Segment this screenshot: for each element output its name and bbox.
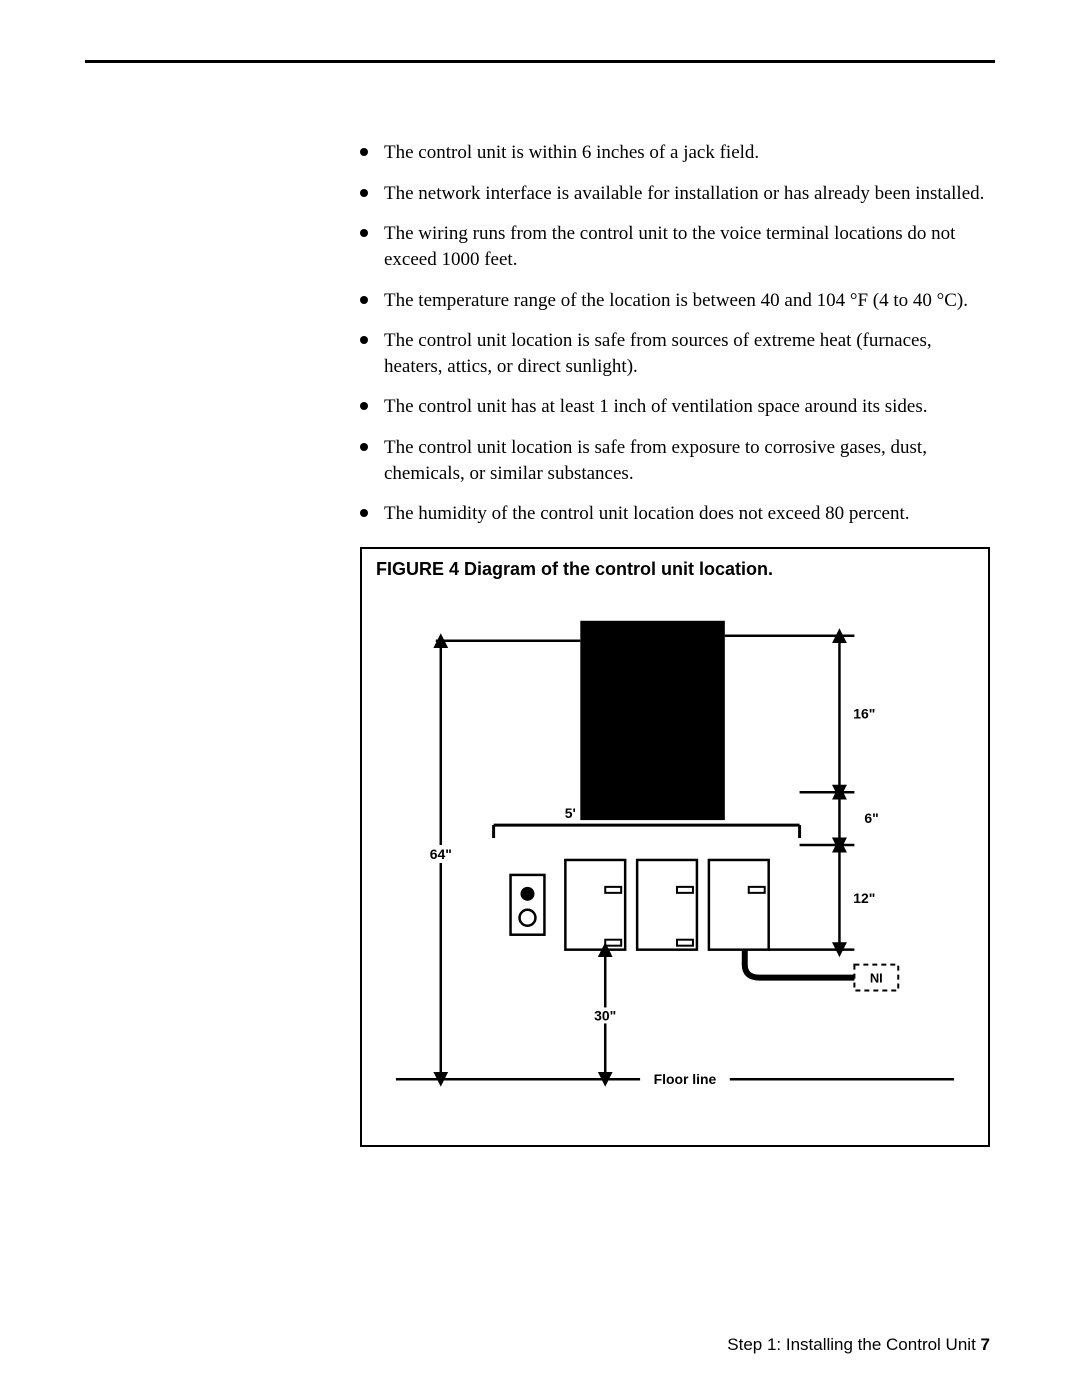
dim-12: 12" — [853, 890, 875, 906]
list-item: The wiring runs from the control unit to… — [360, 221, 990, 272]
main-content: The control unit is within 6 inches of a… — [360, 140, 990, 1147]
requirements-list: The control unit is within 6 inches of a… — [360, 140, 990, 527]
page-footer: Step 1: Installing the Control Unit 7 — [727, 1335, 990, 1355]
list-item-text: The control unit location is safe from e… — [384, 437, 927, 484]
list-item: The control unit is within 6 inches of a… — [360, 140, 990, 166]
ni-label: NI — [870, 971, 883, 986]
list-item: The control unit location is safe from e… — [360, 435, 990, 486]
list-item: The network interface is available for i… — [360, 181, 990, 207]
figure-4-box: FIGURE 4 Diagram of the control unit loc… — [360, 547, 990, 1147]
list-item: The humidity of the control unit locatio… — [360, 501, 990, 527]
list-item-text: The network interface is available for i… — [384, 183, 984, 204]
list-item-text: The temperature range of the location is… — [384, 290, 968, 311]
list-item: The control unit has at least 1 inch of … — [360, 394, 990, 420]
list-item-text: The control unit is within 6 inches of a… — [384, 142, 759, 163]
list-item-text: The control unit has at least 1 inch of … — [384, 396, 927, 417]
dim-16: 16" — [853, 705, 875, 721]
dim-64: 64" — [430, 846, 452, 862]
footer-text: Step 1: Installing the Control Unit — [727, 1335, 976, 1354]
list-item-text: The humidity of the control unit locatio… — [384, 503, 910, 524]
dim-5ft: 5' — [565, 805, 576, 821]
dim-6: 6" — [864, 810, 878, 826]
control-unit-diagram: Floor line 64" 5' — [376, 580, 974, 1120]
dim-30: 30" — [594, 1007, 616, 1023]
list-item-text: The control unit location is safe from s… — [384, 330, 932, 377]
floor-line-label: Floor line — [654, 1071, 717, 1087]
list-item: The control unit location is safe from s… — [360, 328, 990, 379]
page-number: 7 — [981, 1335, 990, 1354]
list-item-text: The wiring runs from the control unit to… — [384, 223, 955, 270]
list-item: The temperature range of the location is… — [360, 288, 990, 314]
figure-title: FIGURE 4 Diagram of the control unit loc… — [376, 559, 974, 580]
header-rule — [85, 60, 995, 63]
